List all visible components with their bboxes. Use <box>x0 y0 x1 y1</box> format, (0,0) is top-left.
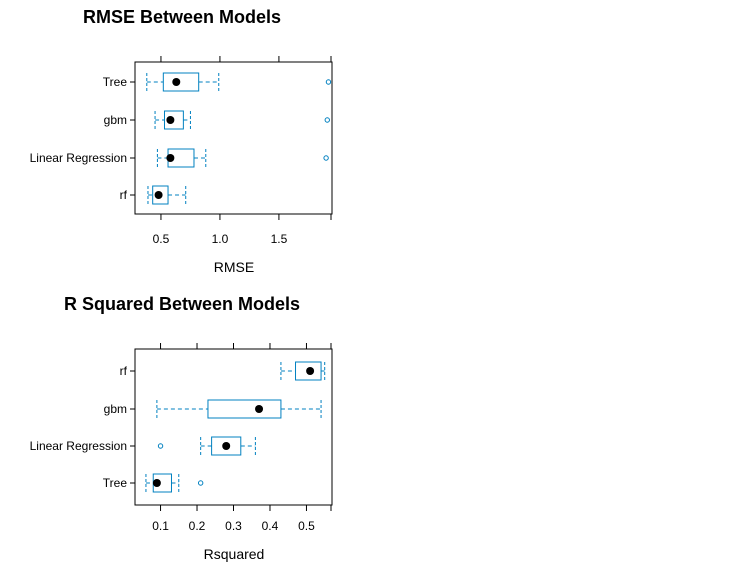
rmse-outlier-point <box>323 155 329 161</box>
rmse-median-dot <box>166 116 175 124</box>
rsquared-x-tick-label: 0.5 <box>298 519 315 533</box>
x-axis-label-rmse: RMSE <box>214 259 254 275</box>
rsquared-x-tick-label: 0.4 <box>262 519 279 533</box>
rsquared-x-tick-label: 0.2 <box>189 519 206 533</box>
rsquared-outlier-point <box>157 443 164 449</box>
rmse-median-dot <box>154 191 163 199</box>
plot-frame-rsquared <box>134 348 333 506</box>
rsquared-category-label: gbm <box>104 402 127 416</box>
rsquared-box <box>211 436 242 456</box>
rmse-category-label: Tree <box>103 75 128 89</box>
plot-frame-rmse <box>134 61 333 215</box>
rmse-outlier-point <box>325 79 332 85</box>
rmse-box <box>163 110 184 130</box>
rmse-box <box>152 185 169 205</box>
rsquared-category-label: Tree <box>103 476 128 490</box>
chart-title-rsquared: R Squared Between Models <box>64 294 300 314</box>
rsquared-median-dot <box>255 405 264 413</box>
rmse-median-dot <box>172 78 181 86</box>
rsquared-median-dot <box>306 367 315 375</box>
rsquared-outlier-point <box>197 480 204 486</box>
rmse-median-dot <box>166 154 175 162</box>
rmse-x-tick-label: 1.0 <box>212 232 229 246</box>
rmse-x-tick-label: 1.5 <box>271 232 288 246</box>
rmse-category-label: Linear Regression <box>30 151 127 165</box>
x-axis-label-rsquared: Rsquared <box>204 546 265 562</box>
rsquared-median-dot <box>152 479 161 487</box>
rsquared-x-tick-label: 0.3 <box>225 519 242 533</box>
rsquared-box <box>295 361 322 381</box>
rmse-category-label: gbm <box>104 113 127 127</box>
chart-title-rmse: RMSE Between Models <box>83 7 281 27</box>
rsquared-box <box>207 399 282 419</box>
rmse-x-tick-label: 0.5 <box>153 232 170 246</box>
rmse-category-label: rf <box>120 188 128 202</box>
rsquared-category-label: rf <box>120 364 128 378</box>
rsquared-category-label: Linear Regression <box>30 439 127 453</box>
rsquared-median-dot <box>222 442 231 450</box>
rmse-outlier-point <box>324 117 330 123</box>
rmse-box <box>162 72 200 92</box>
rsquared-x-tick-label: 0.1 <box>152 519 169 533</box>
